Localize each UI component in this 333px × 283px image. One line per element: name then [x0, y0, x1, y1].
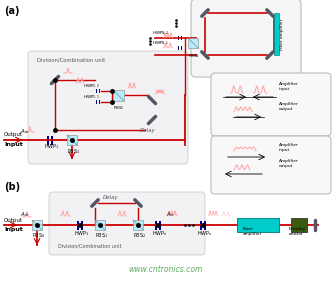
Bar: [200, 220, 202, 230]
Bar: [95, 220, 105, 230]
Bar: [237, 218, 279, 232]
Text: HWP$_n$: HWP$_n$: [197, 229, 212, 238]
Bar: [99, 89, 100, 93]
Text: PBS$_2$: PBS$_2$: [133, 231, 146, 240]
Bar: [188, 38, 198, 48]
Bar: [274, 13, 279, 55]
Text: HWP$_{2,1}$: HWP$_{2,1}$: [83, 93, 100, 100]
Bar: [133, 220, 143, 230]
Bar: [113, 89, 124, 100]
Text: HWP$_{2,2}$: HWP$_{2,2}$: [83, 82, 100, 90]
Text: Input: Input: [4, 142, 23, 147]
Text: Input: Input: [4, 227, 23, 232]
Bar: [99, 100, 100, 104]
Bar: [32, 220, 42, 230]
Text: Delay: Delay: [103, 195, 119, 200]
FancyBboxPatch shape: [211, 136, 331, 194]
Text: PBS$_2$: PBS$_2$: [113, 104, 125, 112]
Bar: [81, 220, 83, 230]
Text: Delay: Delay: [140, 128, 156, 133]
FancyBboxPatch shape: [191, 0, 301, 77]
Text: (b): (b): [4, 182, 20, 192]
Bar: [156, 220, 157, 230]
Text: Division/Combination unit: Division/Combination unit: [37, 57, 105, 62]
Text: Output: Output: [4, 218, 23, 223]
Bar: [78, 220, 79, 230]
Bar: [291, 218, 307, 232]
Bar: [204, 220, 205, 230]
Text: PBS$_N$: PBS$_N$: [188, 52, 200, 60]
FancyBboxPatch shape: [28, 51, 188, 164]
Text: Division/Combination unit: Division/Combination unit: [58, 244, 122, 249]
Text: $A_{in}$: $A_{in}$: [20, 210, 29, 219]
Text: HWP$_1$: HWP$_1$: [44, 142, 59, 151]
Bar: [180, 36, 182, 40]
Text: PBS$_1$: PBS$_1$: [67, 147, 80, 156]
Text: $A_{in}$: $A_{in}$: [20, 127, 29, 136]
FancyBboxPatch shape: [49, 192, 205, 255]
Text: (a): (a): [4, 6, 20, 16]
Bar: [47, 136, 49, 145]
Text: $A_n$: $A_n$: [166, 210, 174, 219]
Text: HWP$_n$: HWP$_n$: [152, 229, 167, 238]
Bar: [178, 36, 179, 40]
Text: Amplifier
input: Amplifier input: [279, 82, 299, 91]
Text: Amplifier
output: Amplifier output: [279, 159, 299, 168]
Text: www.cntronics.com: www.cntronics.com: [129, 265, 203, 275]
Text: Amplifier
output: Amplifier output: [279, 102, 299, 111]
FancyBboxPatch shape: [211, 73, 331, 136]
Text: HWP$_{N,1}$: HWP$_{N,1}$: [152, 39, 169, 47]
Text: HWP$_{N,2}$: HWP$_{N,2}$: [152, 29, 169, 37]
Text: Amplifier
input: Amplifier input: [279, 143, 299, 152]
Text: Fiber amplifier: Fiber amplifier: [280, 18, 284, 50]
Bar: [178, 46, 179, 50]
Text: Faraday
rotator: Faraday rotator: [289, 228, 306, 236]
Bar: [96, 89, 97, 93]
Bar: [159, 220, 161, 230]
Text: Output: Output: [4, 132, 23, 137]
Bar: [180, 46, 182, 50]
Text: PBS$_1$: PBS$_1$: [95, 231, 108, 240]
Text: HWP$_1$: HWP$_1$: [74, 229, 89, 238]
Bar: [51, 136, 53, 145]
Text: PBS$_0$: PBS$_0$: [32, 231, 45, 240]
Bar: [96, 100, 97, 104]
Text: Fiber
amplifier: Fiber amplifier: [243, 228, 262, 236]
Bar: [67, 135, 77, 145]
